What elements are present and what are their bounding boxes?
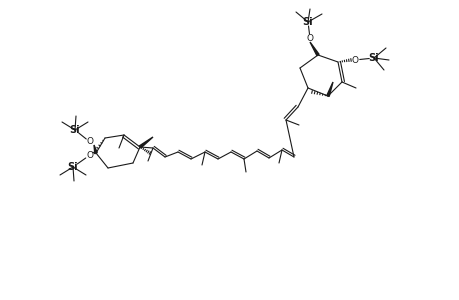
Text: O: O [306,34,313,43]
Text: O: O [86,151,93,160]
Polygon shape [326,82,332,96]
Text: Si: Si [368,53,379,63]
Text: O: O [351,56,358,64]
Polygon shape [94,145,97,153]
Text: Si: Si [69,125,80,135]
Polygon shape [309,42,319,56]
Text: Si: Si [67,162,78,172]
Text: O: O [86,137,93,146]
Text: Si: Si [302,17,313,27]
Polygon shape [139,137,153,148]
